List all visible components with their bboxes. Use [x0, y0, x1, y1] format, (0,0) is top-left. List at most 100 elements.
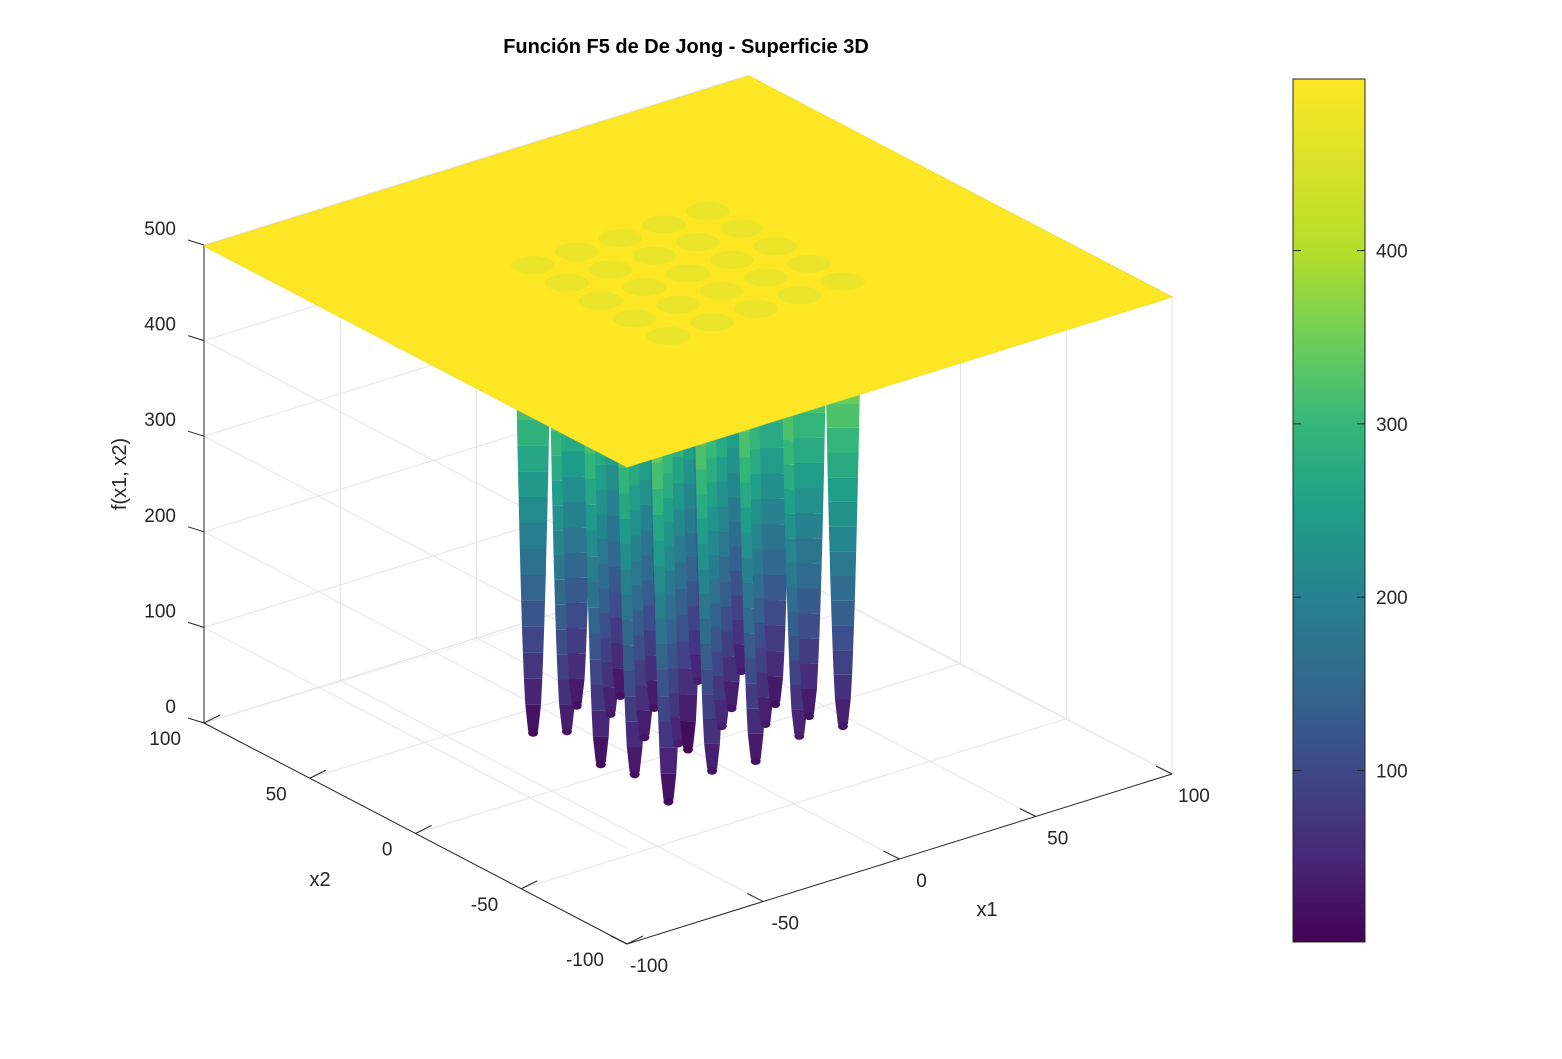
surface-facet	[799, 663, 819, 689]
x-tick-label: -100	[630, 956, 668, 977]
surface-facet	[760, 473, 790, 499]
surface-facet	[520, 575, 546, 601]
surface-facet	[566, 628, 587, 654]
surface-facet	[704, 743, 720, 769]
well-opening	[511, 256, 556, 275]
z-tick-label: 0	[165, 697, 176, 718]
well-bottom	[736, 667, 747, 676]
x-tick-mark	[1019, 808, 1036, 817]
surface-facet	[793, 462, 825, 488]
surface-facet	[518, 497, 548, 523]
well-opening	[709, 250, 754, 269]
surface-facet	[757, 697, 774, 722]
surface-facet	[561, 451, 592, 477]
well-bottom	[639, 733, 650, 742]
surface-facet	[714, 700, 730, 725]
surface-facet	[835, 699, 851, 725]
surface-facet	[680, 721, 696, 748]
surface-facet	[522, 626, 545, 653]
colorbar-tick-label: 200	[1376, 588, 1408, 609]
x-axis-label: x1	[976, 899, 997, 921]
well-opening	[690, 313, 735, 332]
well-opening	[612, 309, 657, 328]
surface-facet	[833, 674, 853, 700]
z-tick-label: 500	[144, 219, 176, 240]
surface-facet	[519, 549, 547, 575]
surface-plot	[202, 75, 1174, 806]
surface-facet	[797, 613, 821, 639]
surface-facet	[518, 471, 549, 497]
well-bottom	[649, 703, 660, 712]
well-bottom	[804, 712, 815, 721]
x-tick-mark	[883, 850, 900, 860]
well-opening	[641, 215, 686, 234]
surface-facet	[829, 551, 857, 576]
surface-facet	[798, 638, 820, 664]
surface-facet	[559, 704, 575, 730]
surface-facet	[678, 694, 698, 722]
well-bottom	[605, 709, 616, 718]
well-bottom	[794, 731, 805, 740]
well-opening	[719, 219, 764, 238]
surface-facet	[659, 747, 678, 774]
surface-facet	[660, 773, 677, 800]
x-tick-label: 50	[1047, 829, 1068, 850]
well-bottom	[595, 760, 606, 769]
surface-facet	[828, 526, 857, 552]
x-tick-mark	[1155, 765, 1173, 775]
well-opening	[733, 299, 778, 318]
surface-facet	[525, 704, 541, 731]
well-opening	[632, 246, 677, 265]
surface-facet	[602, 687, 619, 712]
well-bottom	[707, 766, 718, 775]
well-opening	[666, 264, 710, 283]
surface-facet	[794, 488, 824, 514]
colorbar-tick-label: 300	[1376, 415, 1408, 436]
z-tick-mark	[187, 430, 205, 437]
chart-title: Función F5 de De Jong - Superficie 3D	[503, 36, 869, 58]
colorbar: 100 200 300 400	[1292, 78, 1408, 943]
surface-facet	[562, 502, 591, 528]
surface-facet	[791, 709, 808, 734]
well-bottom	[750, 757, 761, 766]
surface-facet	[636, 710, 653, 736]
surface-facet	[564, 552, 590, 578]
well-bottom	[663, 797, 674, 806]
x-tick-label: 0	[916, 871, 927, 892]
well-opening	[787, 254, 832, 273]
surface-facet	[795, 538, 823, 564]
surface-facet	[828, 501, 858, 527]
well-bottom	[683, 745, 693, 754]
well-bottom	[673, 739, 684, 748]
surface-facet	[563, 527, 590, 553]
z-tick-label: 300	[144, 410, 176, 431]
surface-facet	[793, 437, 825, 463]
surface-facet	[760, 447, 791, 474]
well-bottom	[629, 770, 640, 779]
y-tick-label: 50	[266, 784, 287, 805]
well-bottom	[561, 727, 572, 736]
surface-facet	[827, 477, 858, 502]
surface-facet	[767, 676, 784, 703]
y-tick-mark	[626, 935, 644, 945]
z-tick-mark	[187, 239, 205, 246]
surface-facet	[519, 523, 548, 549]
surface-facet	[702, 719, 722, 744]
y-tick-label: -100	[566, 950, 604, 971]
surface-facet	[523, 678, 543, 705]
surface-facet	[522, 652, 544, 679]
z-tick-label: 200	[144, 506, 176, 527]
surface-facet	[831, 600, 855, 626]
surface-facet	[723, 681, 740, 707]
surface-facet	[826, 427, 860, 453]
z-tick-mark	[187, 335, 205, 342]
colorbar-ticks: 100 200 300 400	[1293, 242, 1408, 782]
z-tick-label: 400	[144, 315, 176, 336]
well-opening	[588, 260, 633, 279]
surface-facet	[831, 625, 854, 651]
well-opening	[753, 237, 798, 256]
well-bottom	[726, 704, 737, 713]
well-bottom	[760, 719, 771, 728]
y-tick-label: -50	[471, 895, 498, 916]
